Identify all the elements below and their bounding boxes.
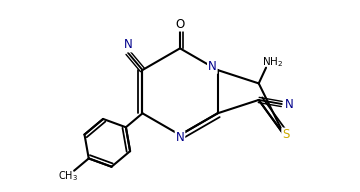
Text: N: N	[285, 98, 294, 111]
Text: NH$_2$: NH$_2$	[261, 55, 283, 69]
Text: N: N	[208, 60, 217, 73]
Text: O: O	[175, 18, 185, 31]
Text: N: N	[123, 38, 132, 51]
Text: S: S	[282, 128, 289, 142]
Text: CH$_3$: CH$_3$	[58, 169, 78, 183]
Text: N: N	[176, 131, 184, 144]
